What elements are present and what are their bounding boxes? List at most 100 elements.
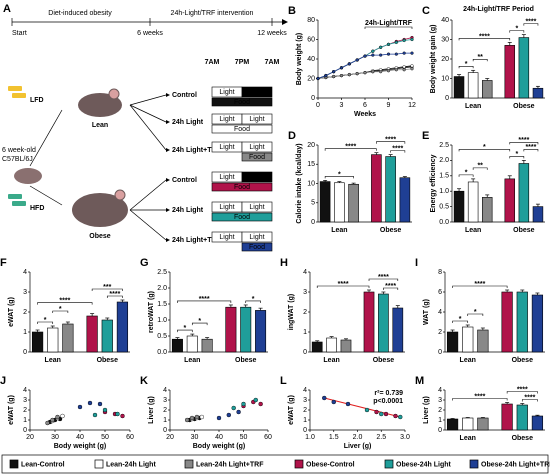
significance-bracket xyxy=(458,66,474,69)
significance-bracket xyxy=(523,149,539,152)
significance-label: **** xyxy=(474,393,485,400)
legend-frame xyxy=(1,454,549,474)
significance-bracket xyxy=(316,285,370,288)
y-tick-label: 3 xyxy=(23,289,27,296)
y-tick-label: 1.0 xyxy=(157,317,167,324)
y-axis-label: Liver (g) xyxy=(148,396,155,424)
significance-label: * xyxy=(465,61,468,68)
y-tick-label: 1.5 xyxy=(157,301,167,308)
y-tick-label: 4 xyxy=(303,269,307,276)
bar xyxy=(348,183,359,223)
scatter-point xyxy=(383,411,389,417)
series-point xyxy=(394,52,398,56)
scatter-point xyxy=(393,413,398,419)
significance-label: * xyxy=(183,325,186,332)
y-tick-label: 2 xyxy=(303,407,307,414)
series-point xyxy=(394,68,398,72)
significance-bracket xyxy=(509,30,525,33)
x-tick-label: Obese xyxy=(97,357,119,364)
phase-text: Light xyxy=(219,234,234,241)
significance-label: ** xyxy=(477,163,483,170)
bar xyxy=(186,335,198,353)
x-axis-label: Body weight (g) xyxy=(193,443,246,450)
y-axis-label: ingWAT (g) xyxy=(288,294,295,330)
bar xyxy=(516,291,528,353)
y-tick-label: 40 xyxy=(441,17,449,24)
y-tick-label: 40 xyxy=(307,56,315,63)
bar xyxy=(446,418,459,431)
arrow-head xyxy=(166,93,170,97)
scatter-point xyxy=(184,417,190,423)
scatter-point xyxy=(102,407,108,413)
series-point xyxy=(410,37,414,42)
legend-swatch xyxy=(9,459,19,469)
y-axis-label: Calorie intake (kcal/day) xyxy=(296,143,303,223)
y-tick-label: 0 xyxy=(438,349,442,356)
series-point xyxy=(410,67,414,71)
bar xyxy=(371,154,382,223)
group-label: Obese xyxy=(89,233,111,240)
significance-bracket xyxy=(452,320,469,323)
food-text: Food xyxy=(234,99,250,106)
significance-bracket xyxy=(472,59,488,62)
significance-bracket xyxy=(91,288,123,291)
significance-bracket xyxy=(324,148,377,151)
y-tick-label: 4 xyxy=(23,387,27,394)
significance-bracket xyxy=(376,141,406,144)
y-tick-label: 0 xyxy=(303,349,307,356)
series-point xyxy=(339,73,344,78)
series-point xyxy=(410,64,414,68)
y-axis-label: eWAT (g) xyxy=(8,297,15,327)
series-point xyxy=(402,68,406,72)
x-tick-label: 1.0 xyxy=(305,434,315,441)
bar xyxy=(340,339,352,353)
x-axis-label: Weeks xyxy=(354,111,376,118)
significance-bracket xyxy=(52,310,69,313)
diet-icon xyxy=(8,194,22,199)
significance-label: **** xyxy=(474,281,485,288)
panel-letter: I xyxy=(415,257,418,269)
mouse-label: C57BL/6J xyxy=(2,156,33,163)
bar xyxy=(326,337,337,353)
group-label: Lean xyxy=(92,122,108,129)
panel-letter: E xyxy=(422,130,429,142)
phase-text: Light xyxy=(249,204,264,211)
significance-bracket xyxy=(383,287,399,290)
legend-swatch xyxy=(294,459,304,469)
y-axis-label: Body weight (g) xyxy=(296,33,303,86)
mouse-ear xyxy=(114,189,126,201)
scatter-point xyxy=(216,415,222,421)
scatter-point xyxy=(45,420,50,426)
significance-label: * xyxy=(483,144,486,151)
legend-label: Obese-Control xyxy=(306,461,355,468)
significance-bracket xyxy=(452,285,508,288)
arrow xyxy=(129,94,167,106)
series-point xyxy=(332,70,336,74)
condition-label: 24h Light+TRF xyxy=(172,237,222,244)
significance-label: * xyxy=(252,296,255,303)
scatter-point xyxy=(226,412,232,418)
scatter-point xyxy=(236,409,241,415)
y-axis-label: eWAT (g) xyxy=(288,395,295,425)
significance-bracket xyxy=(458,174,474,177)
bar xyxy=(504,45,516,99)
arrow xyxy=(129,104,167,123)
scatter-point xyxy=(241,401,246,407)
x-tick-label: 40 xyxy=(76,434,84,441)
significance-label: **** xyxy=(525,18,536,25)
panel-letter: A xyxy=(3,3,11,15)
bar xyxy=(518,37,530,99)
phase-label: Diet-induced obesity xyxy=(48,10,112,17)
y-axis-label: Body weight gain (g) xyxy=(430,25,437,94)
significance-label: * xyxy=(465,170,468,177)
legend-swatch xyxy=(94,459,104,469)
series-point xyxy=(402,38,406,43)
series-point xyxy=(386,42,391,46)
scatter-point xyxy=(364,407,370,413)
y-tick-label: 4 xyxy=(163,387,167,394)
scatter-point xyxy=(398,414,403,420)
mouse-label: 6 week-old xyxy=(2,147,36,154)
timeline-point: Start xyxy=(12,30,27,37)
scatter-point xyxy=(97,401,103,407)
x-tick-label: 60 xyxy=(126,434,134,441)
